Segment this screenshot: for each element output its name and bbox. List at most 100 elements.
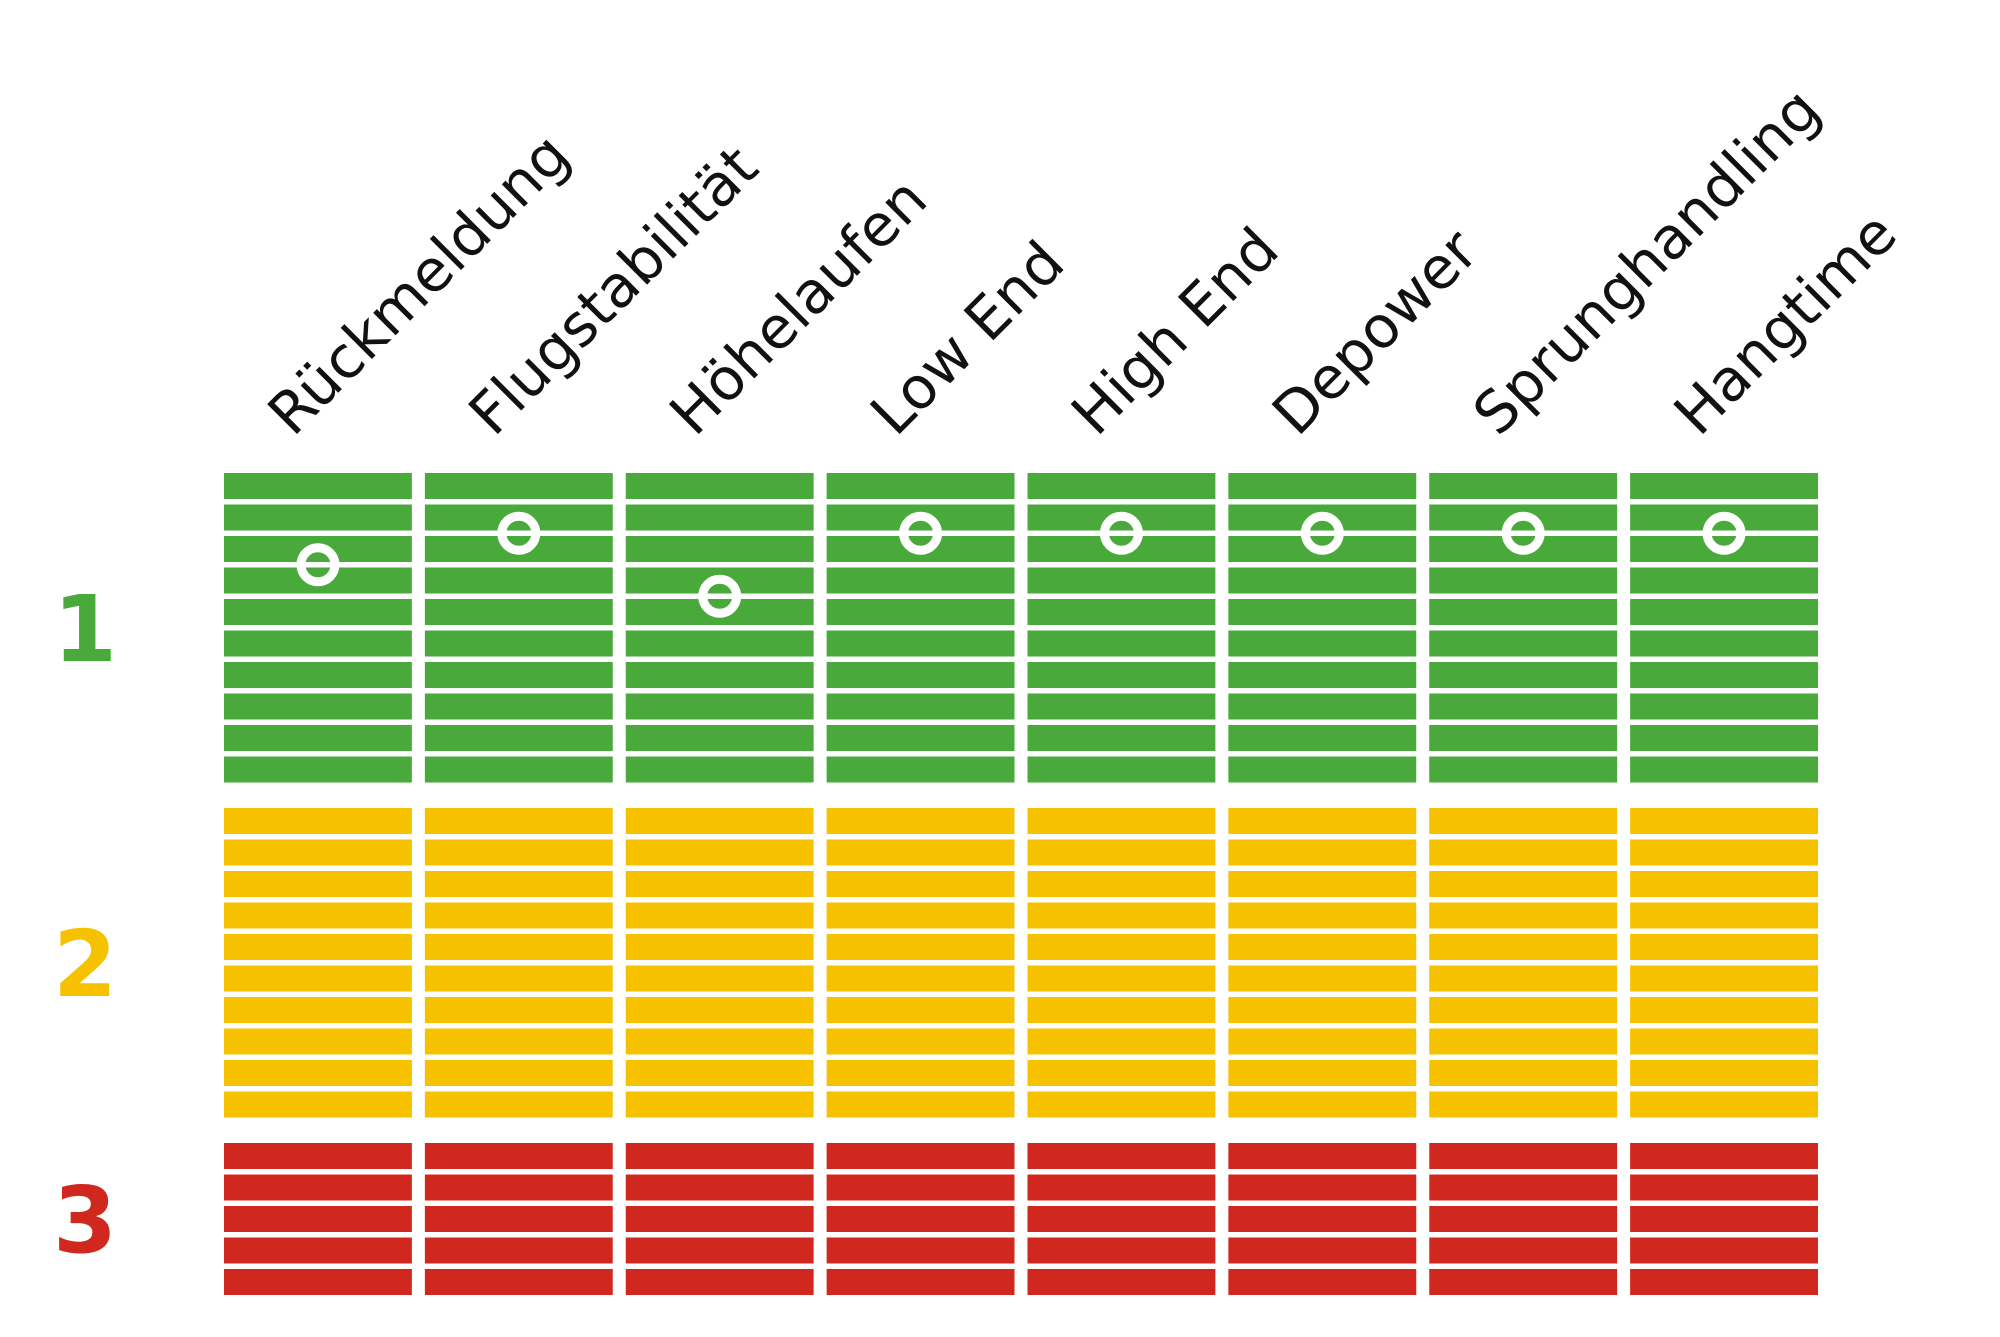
zone-1-stripe (1630, 567, 1818, 594)
zone-2-stripe (1027, 1028, 1216, 1055)
zone-2-stripe (1429, 1091, 1618, 1118)
zone-2-stripe (1429, 965, 1618, 992)
zone-2-stripe (1228, 997, 1417, 1023)
zone-1-stripe (826, 662, 1015, 688)
zone-1-stripe (1630, 599, 1818, 625)
zone-3-stripe (1228, 1143, 1417, 1169)
zone-2-stripe (1630, 934, 1818, 960)
zone-2-stripe (424, 997, 613, 1023)
zone-2-stripe (1630, 871, 1818, 897)
column-label-high-end: High End (1058, 215, 1291, 448)
zone-2-stripe (1027, 1091, 1216, 1118)
zone-3-stripe (1630, 1269, 1818, 1295)
zone-2-stripe (224, 1060, 412, 1086)
zone-3-stripe (224, 1174, 412, 1201)
zone-3-stripe (826, 1269, 1015, 1295)
zone-2-stripe (224, 902, 412, 929)
zone-1-stripe (1630, 630, 1818, 657)
zone-2-stripe (424, 1091, 613, 1118)
zone-3-stripe (625, 1143, 814, 1169)
zone-3-stripe (1027, 1206, 1216, 1232)
zone-2-stripe (1228, 1091, 1417, 1118)
zone-3-stripe (424, 1237, 613, 1264)
zone-2-stripe (1630, 1060, 1818, 1086)
zone-1-stripe (625, 693, 814, 720)
zone-3-stripe (424, 1206, 613, 1232)
rating-marker-hoehelaufen (698, 574, 742, 618)
zone-3-stripe (1027, 1269, 1216, 1295)
rating-markers (296, 511, 1746, 618)
zone-2-stripe (826, 1060, 1015, 1086)
zone-1-stripe (826, 599, 1015, 625)
zone-2-stripe (1630, 902, 1818, 929)
zone-2-stripe (826, 1091, 1015, 1118)
zone-1-stripe (625, 662, 814, 688)
zone-2-stripe (224, 839, 412, 866)
zone-2-stripe (826, 997, 1015, 1023)
zone-2-stripe (1429, 808, 1618, 834)
zone-3-stripe (224, 1143, 412, 1169)
zone-3-stripe (1027, 1174, 1216, 1201)
zone-3-stripe (424, 1269, 613, 1295)
zone-2-stripe (1630, 1091, 1818, 1118)
zone-2-stripe (625, 871, 814, 897)
zone-1-stripe (224, 725, 412, 751)
zone-2-stripe (1429, 1060, 1618, 1086)
zone-1-stripe (1429, 630, 1618, 657)
zone-2-stripe (424, 839, 613, 866)
zone-label-3: 3 (53, 1167, 117, 1274)
zone-1-stripe (1429, 693, 1618, 720)
zone-2-stripe (1027, 997, 1216, 1023)
zone-2-stripe (224, 871, 412, 897)
rating-marker-flugstabilitaet (497, 511, 541, 555)
zone-3-stripe (1429, 1143, 1618, 1169)
zone-2-stripe (1630, 997, 1818, 1023)
zone-1-stripe (826, 693, 1015, 720)
zone-3-stripe (625, 1237, 814, 1264)
rating-marker-low-end (899, 511, 943, 555)
rating-marker-high-end (1099, 511, 1143, 555)
zone-1-stripe (1630, 693, 1818, 720)
zone-2-stripe (625, 1028, 814, 1055)
zone-1-stripe (826, 756, 1015, 783)
rating-marker-hangtime (1702, 511, 1746, 555)
zone-1-stripe (1429, 599, 1618, 625)
zone-2-stripe (1630, 839, 1818, 866)
zone-3-stripe (424, 1174, 613, 1201)
zone-1-stripe (224, 662, 412, 688)
zone-2-stripe (1429, 1028, 1618, 1055)
zone-2-stripe (224, 934, 412, 960)
zone-3-stripe (1630, 1174, 1818, 1201)
zone-3-stripe (826, 1237, 1015, 1264)
zone-1-stripe (224, 630, 412, 657)
zone-3-stripe (1429, 1237, 1618, 1264)
zone-1-stripe (1429, 662, 1618, 688)
zone-1-stripe (1228, 725, 1417, 751)
zone-1-stripe (424, 567, 613, 594)
zone-3-stripe (1228, 1174, 1417, 1201)
zone-2-stripe (424, 965, 613, 992)
zone-1-stripe (1228, 630, 1417, 657)
zone-1-stripe (1228, 693, 1417, 720)
zone-3-stripe (1630, 1237, 1818, 1264)
zone-2-stripe (1228, 839, 1417, 866)
zone-3-stripe (1429, 1269, 1618, 1295)
zone-1-stripe (424, 630, 613, 657)
zone-3-stripe (224, 1269, 412, 1295)
zone-1-stripe (224, 756, 412, 783)
zone-1-stripe (424, 693, 613, 720)
zone-2-stripe (224, 997, 412, 1023)
zone-1-stripe (1228, 599, 1417, 625)
zone-2-stripe (826, 871, 1015, 897)
zone-2-stripe (1429, 902, 1618, 929)
zone-2-stripe (1027, 839, 1216, 866)
zone-1-stripe (625, 725, 814, 751)
zone-1-stripe (625, 473, 814, 499)
zone-1-stripe (1027, 725, 1216, 751)
column-label-depower: Depower (1259, 216, 1491, 448)
zone-2-stripe (1630, 965, 1818, 992)
zone-2-stripe (826, 965, 1015, 992)
zone-3-stripe (625, 1206, 814, 1232)
zone-1-stripe (625, 630, 814, 657)
zone-labels: 1 2 3 (53, 576, 117, 1274)
